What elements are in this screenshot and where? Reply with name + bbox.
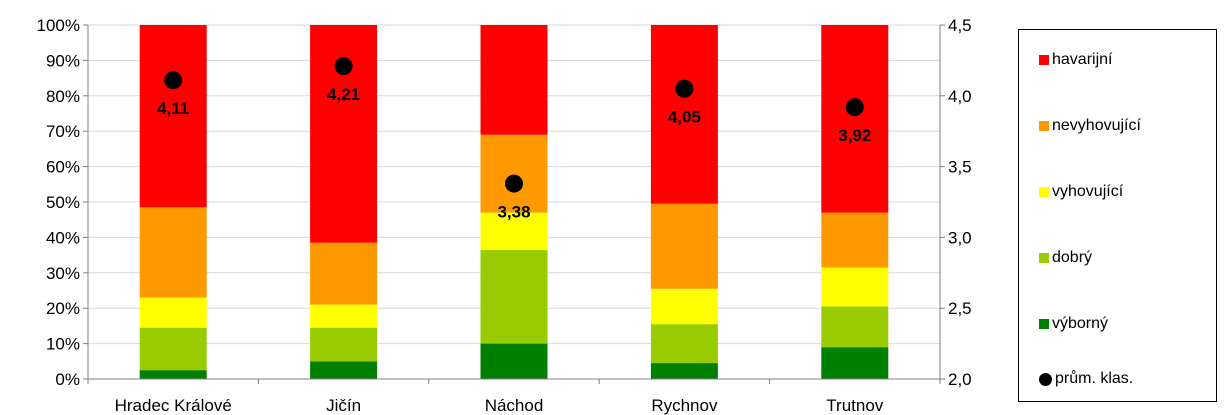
x-tick-label: Hradec Králové <box>115 396 232 415</box>
bar-segment <box>480 249 548 344</box>
bar-segment <box>650 203 718 289</box>
bar-segment <box>480 343 548 379</box>
y-tick-label-right: 3,5 <box>948 158 972 177</box>
legend-label: nevyhovující <box>1052 117 1141 134</box>
average-point <box>505 174 523 193</box>
legend-swatch <box>1039 187 1049 197</box>
y-tick-label-right: 4,0 <box>948 87 972 106</box>
legend-item: nevyhovující <box>1039 116 1141 136</box>
x-tick-label: Rychnov <box>651 396 718 415</box>
legend-label: dobrý <box>1052 249 1093 266</box>
y-tick-label-left: 50% <box>46 193 80 212</box>
legend-label: prům. klas. <box>1055 370 1134 387</box>
legend-label: vyhovující <box>1052 183 1124 200</box>
average-markers: 4,11 4,21 3,38 4,05 3,92 <box>157 57 871 222</box>
average-data-label: 4,21 <box>327 85 360 104</box>
y-tick-label-right: 2,0 <box>948 370 972 389</box>
average-point <box>164 71 183 90</box>
bar-segment <box>821 347 889 379</box>
legend-swatch <box>1039 253 1049 263</box>
bar-segment <box>310 304 378 328</box>
x-tick-label: Náchod <box>485 396 544 415</box>
legend-item: dobrý <box>1039 248 1092 268</box>
bar-segment <box>821 267 889 307</box>
bar-segment <box>650 25 718 204</box>
average-point <box>845 98 864 117</box>
bar-segment <box>821 306 889 348</box>
axes <box>83 24 945 384</box>
tick-labels: 0% 10% 20% 30% 40% 50% 60% 70% 80% 90% 100% 2,0 2,5 3… <box>37 16 972 415</box>
bar-segment <box>139 25 207 208</box>
average-point <box>675 79 694 98</box>
bar-segment <box>650 324 718 364</box>
legend-label: výborný <box>1052 315 1109 332</box>
y-tick-label-left: 60% <box>46 158 80 177</box>
average-data-label: 4,05 <box>668 108 701 127</box>
bar-segment <box>310 327 378 362</box>
bar-segment <box>139 297 207 328</box>
bar-segment <box>310 242 378 305</box>
bar-segment <box>480 212 548 250</box>
legend-item: vyhovující <box>1039 182 1123 202</box>
stacked-bar-chart: 0% 10% 20% 30% 40% 50% 60% 70% 80% 90% 100% 2,0 2,5 3… <box>37 16 972 415</box>
y-tick-label-left: 80% <box>46 87 80 106</box>
bars <box>139 25 889 379</box>
legend-item: havarijní <box>1039 50 1112 70</box>
bar-segment <box>650 363 718 379</box>
x-tick-label: Jičín <box>326 396 361 415</box>
average-data-label: 3,92 <box>838 126 871 145</box>
legend-swatch <box>1039 319 1049 329</box>
y-tick-label-left: 40% <box>46 228 80 247</box>
y-tick-label-right: 4,5 <box>948 16 972 35</box>
legend-item: prům. klas. <box>1039 369 1133 389</box>
legend-item: výborný <box>1039 314 1108 334</box>
legend-swatch <box>1039 55 1049 65</box>
legend-swatch <box>1039 121 1049 131</box>
bar-segment <box>650 288 718 325</box>
bar-segment <box>821 212 889 268</box>
bar-segment <box>821 25 889 213</box>
bar-segment <box>139 207 207 298</box>
y-tick-label-right: 2,5 <box>948 299 972 318</box>
y-tick-label-left: 30% <box>46 264 80 283</box>
y-tick-label-left: 20% <box>46 299 80 318</box>
y-tick-label-left: 70% <box>46 122 80 141</box>
bar-segment <box>480 134 548 213</box>
y-tick-label-left: 100% <box>37 16 80 35</box>
y-tick-label-left: 10% <box>46 335 80 354</box>
bar-segment <box>480 25 548 135</box>
y-tick-label-left: 0% <box>55 370 80 389</box>
average-data-label: 3,38 <box>497 203 530 222</box>
legend-label: havarijní <box>1052 51 1113 68</box>
legend: havarijní nevyhovující vyhovující dobrý výbo… <box>1018 29 1217 402</box>
legend-marker-dot <box>1039 372 1052 386</box>
bar-segment <box>310 361 378 379</box>
bar-segment <box>139 327 207 371</box>
average-data-label: 4,11 <box>157 99 189 118</box>
average-point <box>334 57 353 76</box>
bar-segment <box>139 370 207 379</box>
x-tick-label: Trutnov <box>826 396 884 415</box>
y-tick-label-right: 3,0 <box>948 228 972 247</box>
y-tick-label-left: 90% <box>46 51 80 70</box>
